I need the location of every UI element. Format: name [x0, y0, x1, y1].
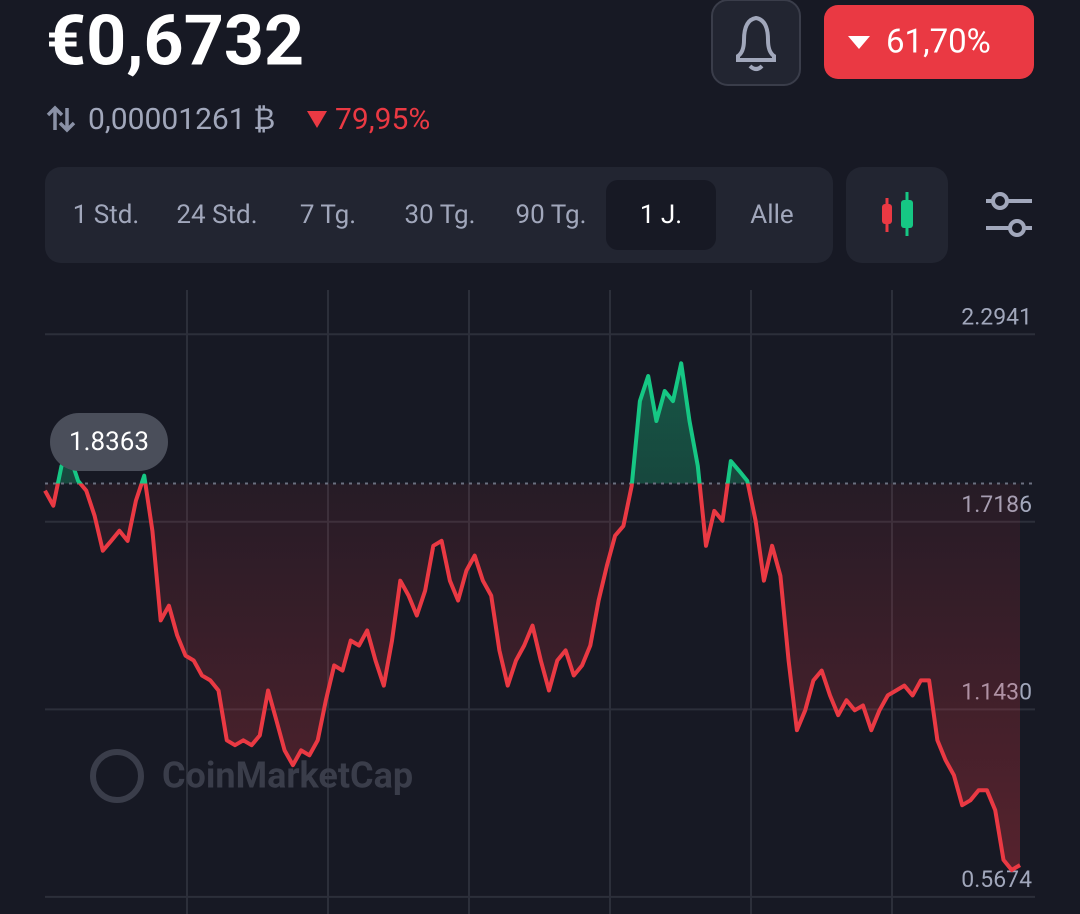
btc-change: 79,95%: [335, 102, 430, 137]
bell-icon: [736, 15, 776, 71]
tab[interactable]: 7 Tg.: [300, 200, 356, 230]
price-chart: 0.56741.14301.71862.2941CoinMarketCap1.8…: [43, 290, 1035, 914]
candle-icon: [882, 192, 913, 236]
candle-toggle[interactable]: [846, 167, 948, 263]
price: €0,6732: [46, 0, 304, 82]
tab[interactable]: 30 Tg.: [405, 200, 476, 230]
price-line: [43, 361, 1022, 872]
tab[interactable]: 90 Tg.: [516, 200, 587, 230]
baseline-label-bg: [50, 413, 168, 471]
tab[interactable]: 1 Std.: [73, 200, 140, 230]
tab[interactable]: 1 J.: [640, 200, 682, 230]
swap-icon: [46, 105, 76, 133]
tab[interactable]: Alle: [750, 200, 793, 230]
baseline-label: 1.8363: [69, 427, 149, 457]
watermark: CoinMarketCap: [162, 755, 413, 797]
y-tick-label: 0.5674: [961, 866, 1032, 893]
tab[interactable]: 24 Std.: [176, 200, 257, 230]
btc-price: 0,00001261 ₿: [88, 102, 275, 137]
change-value: 61,70%: [886, 23, 991, 62]
y-tick-label: 2.2941: [961, 303, 1032, 330]
area-down: [45, 483, 1020, 870]
active-tab-bg: [606, 180, 716, 250]
watermark-logo: [90, 749, 144, 803]
filter-icon[interactable]: [986, 192, 1032, 237]
change-pill: [824, 5, 1034, 79]
alert-button[interactable]: [711, 0, 801, 86]
down-arrow: [848, 36, 870, 49]
tabs: 1 Std. 24 Std. 7 Tg. 30 Tg. 90 Tg. 1 J. Alle: [73, 180, 794, 250]
btc-down-arrow: [307, 111, 327, 128]
